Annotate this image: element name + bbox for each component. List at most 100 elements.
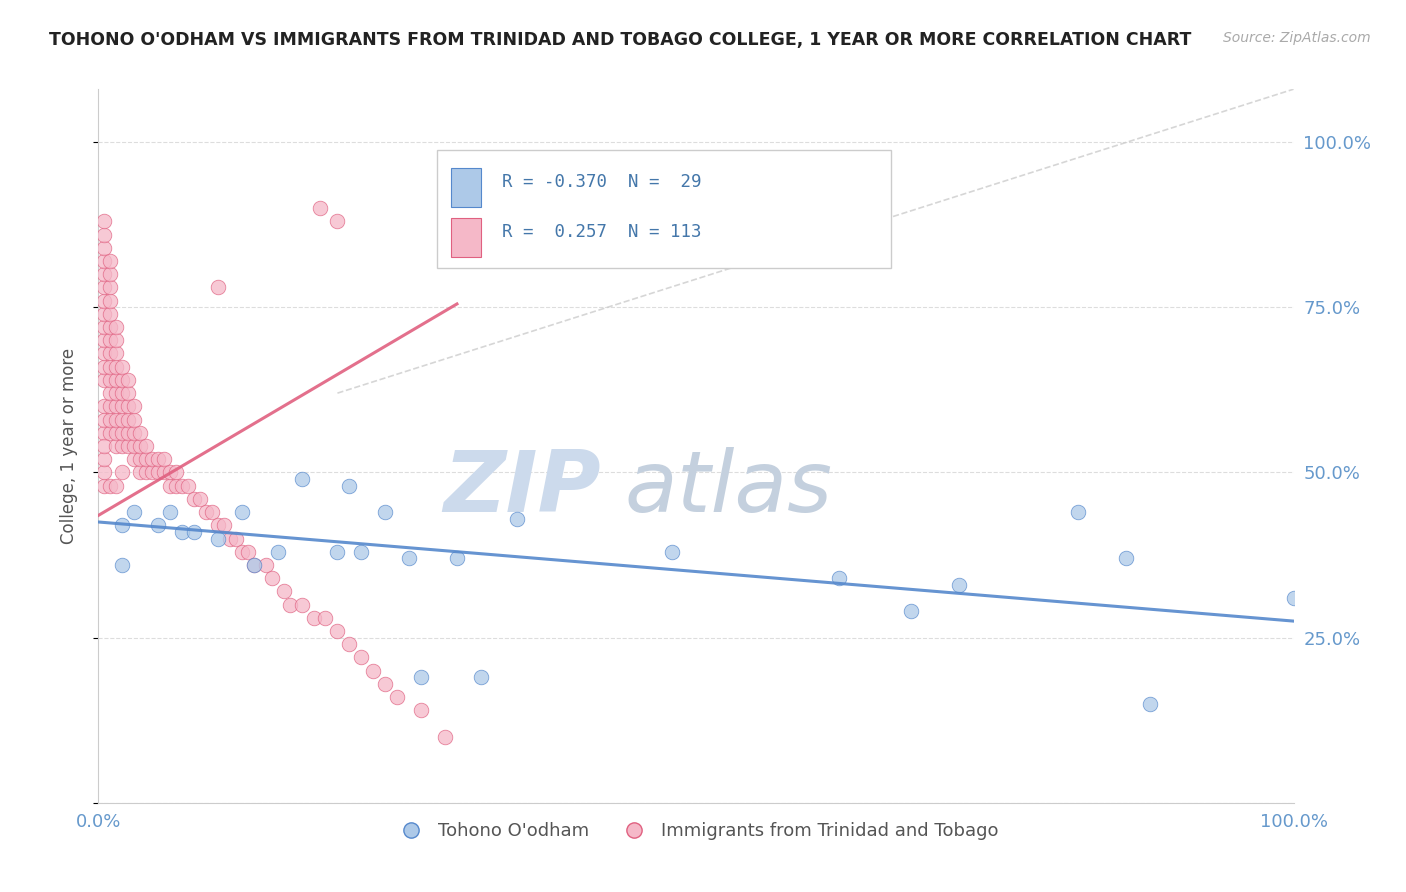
Point xyxy=(1139,697,1161,711)
Point xyxy=(105,386,128,401)
Point xyxy=(117,386,139,401)
Point xyxy=(111,386,134,401)
Point xyxy=(183,491,205,506)
Y-axis label: College, 1 year or more: College, 1 year or more xyxy=(59,348,77,544)
Point xyxy=(98,307,122,321)
Point xyxy=(159,466,181,480)
Point xyxy=(105,400,128,414)
Point xyxy=(207,532,229,546)
Point xyxy=(148,466,170,480)
Point xyxy=(111,425,134,440)
Point xyxy=(98,254,122,268)
Point xyxy=(111,373,134,387)
Point xyxy=(93,346,115,360)
Point xyxy=(315,611,337,625)
Point xyxy=(308,201,330,215)
Point xyxy=(93,373,115,387)
Point xyxy=(93,400,115,414)
Point xyxy=(159,505,181,519)
Point xyxy=(326,545,349,559)
Point xyxy=(93,227,115,242)
Point xyxy=(111,400,134,414)
Point xyxy=(219,532,242,546)
Point xyxy=(105,412,128,426)
Point xyxy=(111,558,134,572)
Point xyxy=(93,293,115,308)
Point xyxy=(236,545,259,559)
Point xyxy=(98,386,122,401)
Point xyxy=(105,439,128,453)
Point xyxy=(225,532,247,546)
Point xyxy=(117,425,139,440)
Point xyxy=(98,400,122,414)
Point xyxy=(105,478,128,492)
Point xyxy=(111,466,134,480)
Point xyxy=(98,359,122,374)
Point xyxy=(124,452,146,467)
Point xyxy=(828,571,851,585)
Text: R =  0.257  N = 113: R = 0.257 N = 113 xyxy=(502,223,702,241)
Point xyxy=(1067,505,1090,519)
Point xyxy=(177,478,200,492)
Point xyxy=(135,466,157,480)
Point xyxy=(207,518,229,533)
Point xyxy=(153,452,176,467)
Point xyxy=(141,452,163,467)
Point xyxy=(326,624,349,638)
Legend: Tohono O'odham, Immigrants from Trinidad and Tobago: Tohono O'odham, Immigrants from Trinidad… xyxy=(385,815,1007,847)
Point xyxy=(98,478,122,492)
Point xyxy=(117,439,139,453)
Point xyxy=(172,478,194,492)
Point xyxy=(165,466,187,480)
Point xyxy=(93,478,115,492)
Point xyxy=(374,677,396,691)
Point xyxy=(374,505,396,519)
Point xyxy=(291,598,314,612)
Point xyxy=(93,359,115,374)
FancyBboxPatch shape xyxy=(451,218,481,257)
Point xyxy=(900,604,922,618)
Text: R = -0.370  N =  29: R = -0.370 N = 29 xyxy=(502,173,702,191)
Point xyxy=(291,472,314,486)
Point xyxy=(159,478,181,492)
Point xyxy=(141,466,163,480)
Point xyxy=(98,412,122,426)
Point xyxy=(165,478,187,492)
Point xyxy=(117,373,139,387)
Point xyxy=(124,505,146,519)
Point xyxy=(129,466,152,480)
Point xyxy=(93,412,115,426)
Point xyxy=(98,320,122,334)
Point xyxy=(201,505,224,519)
Point xyxy=(98,280,122,294)
Point xyxy=(93,214,115,228)
Point xyxy=(93,267,115,281)
Point xyxy=(326,214,349,228)
Point xyxy=(183,524,205,539)
Point xyxy=(93,439,115,453)
Point xyxy=(243,558,266,572)
Point xyxy=(93,280,115,294)
Point xyxy=(267,545,290,559)
Point xyxy=(661,545,683,559)
Point xyxy=(350,545,373,559)
Point xyxy=(93,241,115,255)
Point xyxy=(195,505,218,519)
Point xyxy=(105,333,128,347)
Point xyxy=(98,373,122,387)
Point xyxy=(93,254,115,268)
Point xyxy=(135,452,157,467)
Text: Source: ZipAtlas.com: Source: ZipAtlas.com xyxy=(1223,31,1371,45)
Point xyxy=(212,518,235,533)
Point xyxy=(124,400,146,414)
Point xyxy=(148,452,170,467)
Point xyxy=(124,425,146,440)
Point xyxy=(411,703,433,717)
Point xyxy=(129,439,152,453)
Point xyxy=(278,598,301,612)
Point xyxy=(93,333,115,347)
Point xyxy=(111,412,134,426)
Point xyxy=(339,637,361,651)
Point xyxy=(105,373,128,387)
Point xyxy=(111,439,134,453)
